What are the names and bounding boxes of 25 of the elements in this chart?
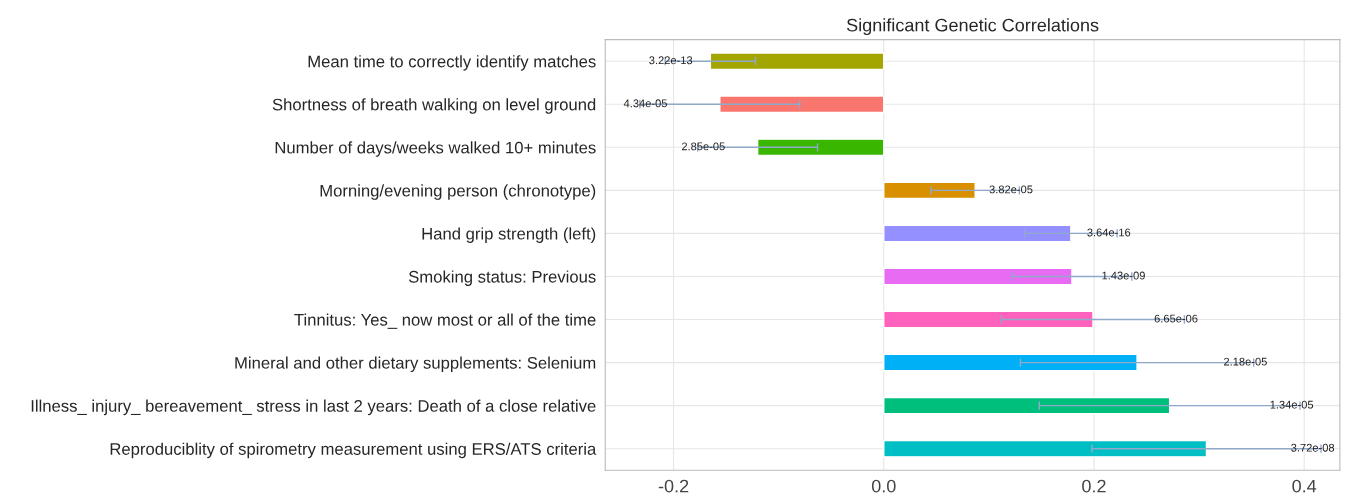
y-tick-label: Smoking status: Previous	[408, 270, 596, 286]
chart-title: Significant Genetic Correlations	[846, 18, 1099, 36]
y-tick-label: Hand grip strength (left)	[422, 227, 596, 243]
y-tick-label: Tinnitus: Yes_ now most or all of the time	[294, 313, 596, 329]
x-tick-label: 0.4	[1292, 479, 1317, 493]
annotation: 2.18e-05	[1224, 357, 1267, 366]
y-tick-label: Shortness of breath walking on level ground	[272, 98, 596, 114]
x-tick-label: -0.2	[658, 479, 689, 493]
y-tick-label: Mean time to correctly identify matches	[308, 55, 596, 71]
y-tick-label: Number of days/weeks walked 10+ minutes	[275, 141, 596, 157]
y-tick-label: Morning/evening person (chronotype)	[320, 184, 596, 200]
annotation: 3.22e-13	[649, 56, 693, 65]
x-tick-label: 0.0	[871, 479, 896, 493]
annotation: 3.82e-05	[989, 185, 1033, 194]
annotation: 1.34e-05	[1270, 400, 1314, 409]
annotation: 2.85e-05	[681, 142, 725, 151]
y-tick-label: Reproduciblity of spirometry measurement using ERS/ATS criteria	[110, 442, 597, 459]
annotation: 3.72e-08	[1291, 443, 1335, 452]
annotation: 3.64e-16	[1087, 228, 1131, 237]
y-tick-label: Mineral and other dietary supplements: Selenium	[235, 356, 596, 373]
annotation: 4.34e-05	[623, 99, 667, 108]
annotation: 1.43e-09	[1102, 271, 1145, 280]
y-tick-label: Illness_ injury_ bereavement_ stress in last 2 years: Death of a close relative	[31, 399, 596, 416]
annotation: 6.65e-06	[1154, 314, 1198, 323]
x-tick-label: 0.2	[1082, 479, 1106, 493]
